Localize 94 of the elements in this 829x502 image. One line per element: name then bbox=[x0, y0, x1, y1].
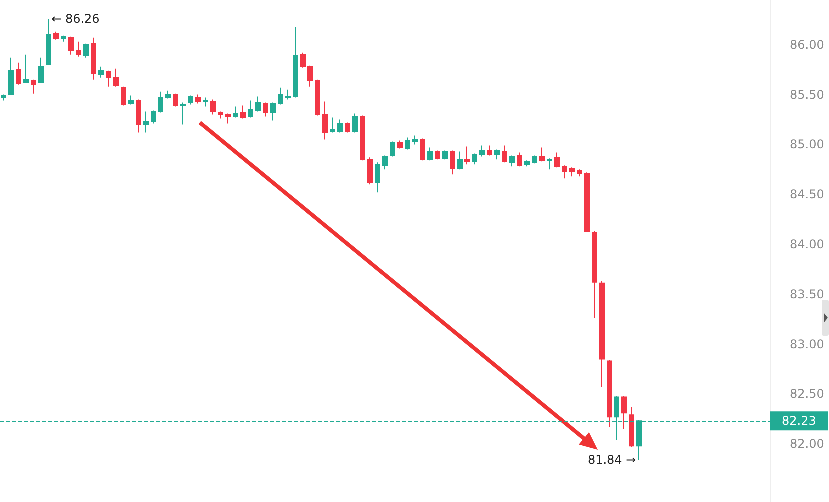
y-tick-label: 83.50 bbox=[790, 287, 824, 302]
candlestick bbox=[218, 111, 223, 120]
candlestick bbox=[210, 99, 216, 116]
candlestick bbox=[128, 95, 134, 106]
candlestick bbox=[263, 102, 268, 118]
y-tick-label: 84.00 bbox=[790, 238, 824, 252]
candlestick bbox=[547, 158, 552, 170]
candlestick bbox=[367, 157, 373, 186]
candlestick bbox=[278, 87, 283, 106]
candlestick bbox=[337, 119, 343, 134]
candlestick bbox=[479, 145, 485, 158]
candlestick bbox=[61, 35, 66, 42]
candlestick bbox=[293, 26, 298, 98]
candlestick bbox=[23, 54, 29, 84]
y-tick-label: 82.00 bbox=[790, 437, 824, 452]
y-tick-label: 82.50 bbox=[790, 387, 824, 402]
candlestick bbox=[494, 149, 500, 160]
candlestick bbox=[91, 37, 96, 80]
candlestick bbox=[412, 135, 418, 146]
candlestick bbox=[173, 93, 178, 108]
candlestick bbox=[8, 57, 14, 96]
candlestick bbox=[472, 153, 477, 166]
candlestick bbox=[16, 62, 21, 86]
candlestick bbox=[240, 105, 246, 120]
candlestick bbox=[390, 141, 395, 158]
candlestick bbox=[31, 79, 36, 94]
candlestick bbox=[136, 99, 141, 134]
candlestick bbox=[255, 96, 261, 112]
y-tick-label: 83.00 bbox=[790, 337, 824, 352]
annotation: ← 86.26 bbox=[52, 12, 100, 26]
candlestick bbox=[607, 360, 612, 428]
candlestick bbox=[225, 113, 231, 124]
candlestick bbox=[151, 110, 156, 124]
y-tick-label: 85.50 bbox=[790, 88, 824, 102]
candlestick bbox=[203, 97, 208, 108]
candlestick bbox=[427, 147, 433, 162]
candlestick bbox=[457, 151, 463, 170]
candlestick bbox=[592, 231, 597, 319]
candlestick bbox=[322, 101, 328, 140]
candlestick bbox=[599, 280, 605, 388]
candlestick bbox=[532, 155, 537, 164]
candlestick bbox=[68, 36, 74, 56]
candlestick bbox=[375, 162, 380, 194]
candlestick bbox=[143, 111, 149, 134]
candlestick bbox=[352, 113, 358, 134]
candlestick bbox=[554, 152, 560, 168]
candlestick bbox=[158, 91, 163, 114]
y-tick-label: 85.00 bbox=[790, 138, 824, 152]
annotation: 81.84 → bbox=[588, 453, 636, 468]
candlestick bbox=[464, 146, 470, 166]
candlestick bbox=[98, 66, 104, 78]
candlestick bbox=[450, 150, 455, 176]
candlestick bbox=[405, 137, 410, 150]
candlestick bbox=[539, 147, 545, 162]
candlestick bbox=[188, 95, 193, 106]
candlestick bbox=[629, 406, 634, 448]
candlestick bbox=[233, 106, 238, 118]
candlestick bbox=[38, 57, 44, 84]
candlestick bbox=[121, 86, 126, 106]
candlestick bbox=[345, 122, 350, 134]
candlestick bbox=[397, 140, 403, 150]
candlestick bbox=[46, 18, 51, 66]
candlestick bbox=[509, 155, 515, 168]
candlestick bbox=[330, 117, 335, 134]
candlestick bbox=[584, 172, 590, 234]
candlestick bbox=[1, 94, 6, 102]
candlestick bbox=[487, 145, 492, 156]
candlestick bbox=[106, 70, 111, 88]
candlestick bbox=[382, 155, 388, 170]
candlestick bbox=[420, 138, 425, 162]
candlestick bbox=[53, 31, 59, 40]
candlestick bbox=[180, 102, 186, 126]
candlestick bbox=[195, 94, 201, 104]
candlestick bbox=[248, 100, 253, 118]
candlestick bbox=[621, 396, 627, 430]
candlestick bbox=[165, 90, 171, 100]
candlestick bbox=[270, 102, 276, 122]
ref-line-label: 82.23 bbox=[782, 414, 816, 428]
candlestick bbox=[442, 150, 448, 160]
candlestick bbox=[562, 165, 567, 180]
candlestick bbox=[577, 169, 582, 178]
candlestick bbox=[524, 160, 530, 168]
candlestick bbox=[569, 167, 575, 178]
candlestick bbox=[315, 79, 320, 116]
candlestick bbox=[83, 43, 89, 58]
candlestick bbox=[113, 68, 119, 88]
candlestick bbox=[285, 89, 291, 100]
y-tick-label: 84.50 bbox=[790, 188, 824, 202]
candlestick bbox=[435, 150, 440, 160]
candlestick bbox=[502, 145, 507, 164]
candlestick bbox=[76, 41, 81, 58]
candlestick bbox=[360, 115, 365, 162]
y-tick-label: 86.00 bbox=[790, 38, 824, 52]
candlestick bbox=[517, 152, 522, 168]
